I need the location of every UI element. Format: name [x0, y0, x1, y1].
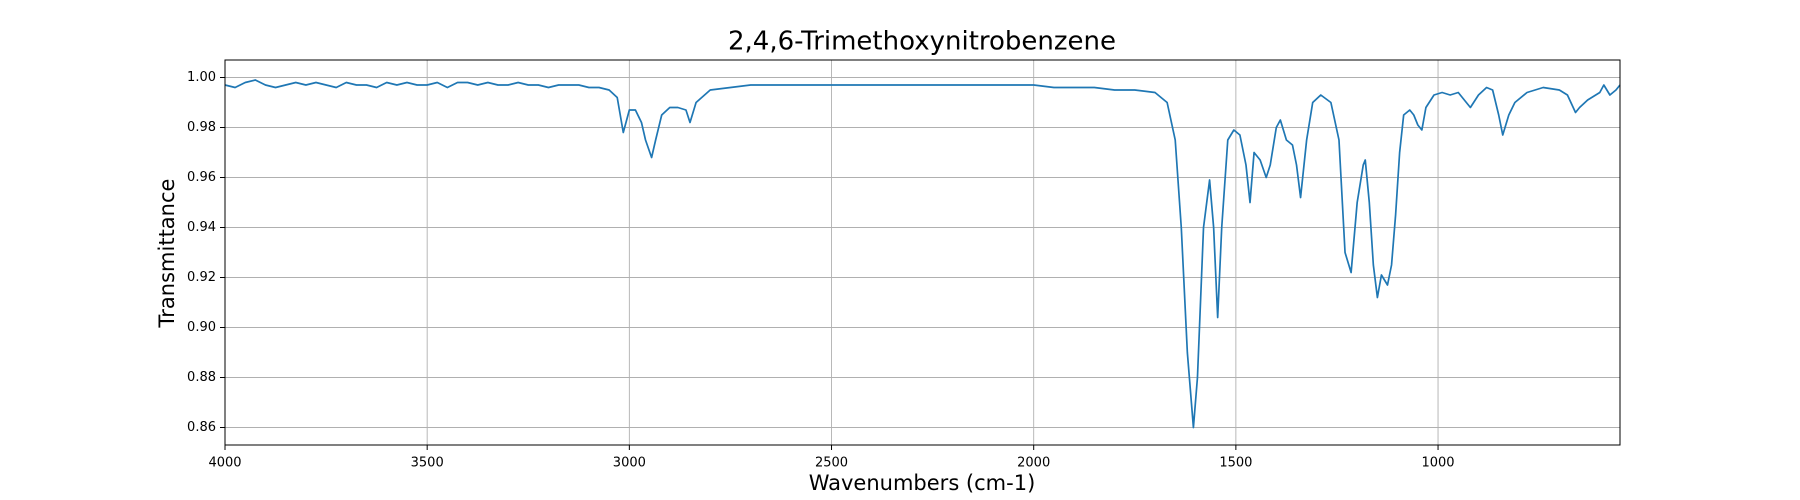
x-tick-label: 1000	[1421, 456, 1454, 471]
y-tick-label: 0.88	[187, 370, 216, 385]
y-tick-label: 0.98	[187, 120, 216, 135]
x-axis-label: Wavenumbers (cm-1)	[809, 471, 1036, 495]
y-tick-label: 0.86	[187, 420, 216, 435]
x-tick-label: 2000	[1017, 456, 1050, 471]
plot-area	[224, 79, 1621, 429]
y-tick-label: 0.96	[187, 170, 216, 185]
grid	[224, 60, 1620, 445]
y-tick-label: 0.92	[187, 270, 216, 285]
y-tick-label: 1.00	[187, 70, 216, 85]
y-tick-label: 0.94	[187, 220, 216, 235]
y-axis-label: Transmittance	[155, 179, 179, 329]
spectrum-line	[224, 79, 1621, 429]
x-tick-label: 4000	[208, 456, 241, 471]
x-tick-label: 3000	[613, 456, 646, 471]
y-tick-label: 0.90	[187, 320, 216, 335]
plot-frame	[224, 59, 1621, 446]
x-tick-label: 1500	[1219, 456, 1252, 471]
x-tick-label: 2500	[815, 456, 848, 471]
chart-title: 2,4,6-Trimethoxynitrobenzene	[728, 27, 1116, 57]
x-tick-label: 3500	[411, 456, 444, 471]
